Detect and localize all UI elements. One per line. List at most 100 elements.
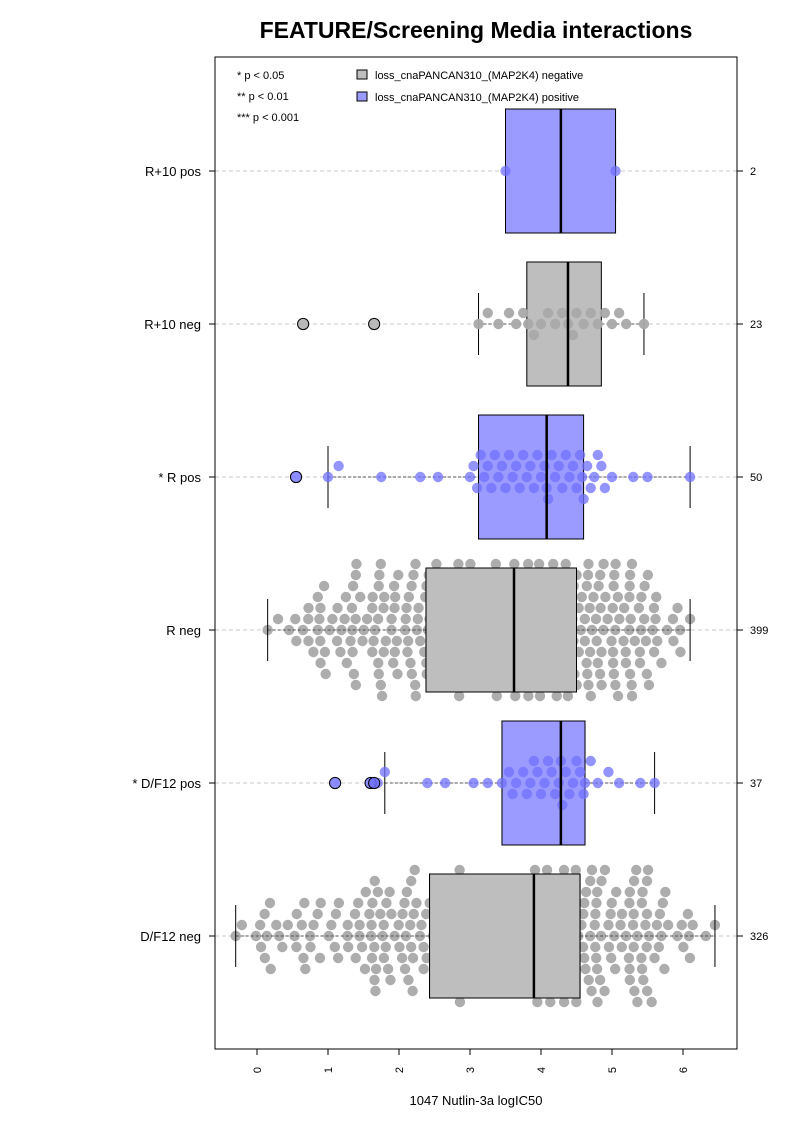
data-point: [379, 591, 390, 603]
data-point: [611, 886, 622, 898]
data-point: [668, 635, 679, 647]
data-point: [420, 908, 432, 920]
data-point: [326, 919, 337, 931]
data-point: [402, 646, 413, 658]
data-point: [299, 897, 310, 909]
data-point: [528, 482, 540, 494]
data-point: [503, 449, 515, 461]
data-point: [418, 963, 429, 975]
data-point: [369, 941, 380, 953]
data-point: [523, 690, 534, 702]
data-point: [356, 941, 368, 953]
data-point: [361, 613, 373, 625]
data-point: [521, 471, 532, 483]
data-point: [366, 952, 378, 964]
data-point: [482, 307, 493, 319]
data-point: [583, 558, 594, 570]
data-point: [314, 613, 325, 625]
data-point: [614, 613, 625, 625]
count-label: 37: [750, 778, 762, 790]
data-point: [392, 668, 403, 680]
data-point: [623, 952, 635, 964]
data-point: [546, 766, 557, 778]
data-point: [626, 679, 637, 691]
data-point: [312, 908, 323, 920]
data-point: [610, 624, 621, 636]
data-point: [576, 471, 588, 483]
data-point: [553, 777, 564, 789]
data-point: [374, 569, 385, 581]
data-point: [659, 963, 670, 975]
data-point: [308, 919, 319, 931]
data-point: [643, 930, 655, 942]
data-point: [342, 919, 353, 931]
data-point: [639, 580, 650, 592]
data-point: [415, 471, 426, 483]
data-point: [627, 919, 639, 931]
data-point: [375, 908, 386, 920]
data-point: [596, 460, 607, 472]
data-point: [330, 908, 342, 920]
data-point: [641, 941, 652, 953]
outlier-point: [368, 776, 381, 790]
count-label: 23: [750, 319, 762, 331]
count-label: 50: [750, 472, 762, 484]
data-point: [579, 897, 590, 909]
data-point: [521, 788, 532, 800]
data-point: [586, 985, 597, 997]
data-point: [585, 690, 596, 702]
data-point: [631, 864, 642, 876]
data-point: [550, 318, 561, 330]
data-point: [535, 788, 547, 800]
data-point: [351, 558, 362, 570]
data-point: [339, 613, 350, 625]
data-point: [567, 777, 579, 789]
data-point: [574, 449, 586, 461]
x-tick-label: 2: [394, 1067, 406, 1073]
data-point: [291, 908, 302, 920]
data-point: [608, 668, 620, 680]
data-point: [612, 591, 624, 603]
legend-swatch: [356, 91, 368, 102]
data-point: [489, 449, 501, 461]
data-point: [347, 646, 358, 658]
data-point: [453, 690, 465, 702]
data-point: [545, 996, 556, 1008]
data-point: [657, 897, 669, 909]
data-point: [628, 875, 640, 887]
data-point: [638, 974, 649, 986]
data-point: [378, 646, 389, 658]
data-point: [380, 941, 391, 953]
data-point: [367, 897, 378, 909]
data-point: [629, 635, 641, 647]
data-point: [327, 613, 338, 625]
x-tick-label: 4: [536, 1067, 548, 1073]
data-point: [407, 952, 419, 964]
data-point: [414, 635, 426, 647]
data-point: [651, 591, 662, 603]
data-point: [649, 777, 660, 789]
data-point: [479, 471, 490, 483]
outlier-point: [289, 470, 303, 484]
data-point: [675, 646, 686, 658]
data-point: [546, 449, 557, 461]
data-point: [562, 690, 574, 702]
data-point: [578, 493, 589, 505]
data-point: [624, 897, 635, 909]
data-point: [386, 908, 397, 920]
data-point: [255, 941, 267, 953]
data-point: [575, 624, 587, 636]
data-point: [391, 635, 403, 647]
data-point: [591, 963, 603, 975]
data-point: [585, 307, 596, 319]
data-point: [605, 908, 616, 920]
data-point: [606, 471, 618, 483]
data-point: [667, 613, 679, 625]
data-point: [305, 941, 316, 953]
data-point: [624, 668, 636, 680]
data-point: [403, 974, 414, 986]
data-point: [345, 635, 356, 647]
data-point: [585, 755, 596, 767]
data-point: [600, 591, 611, 603]
data-point: [303, 613, 314, 625]
